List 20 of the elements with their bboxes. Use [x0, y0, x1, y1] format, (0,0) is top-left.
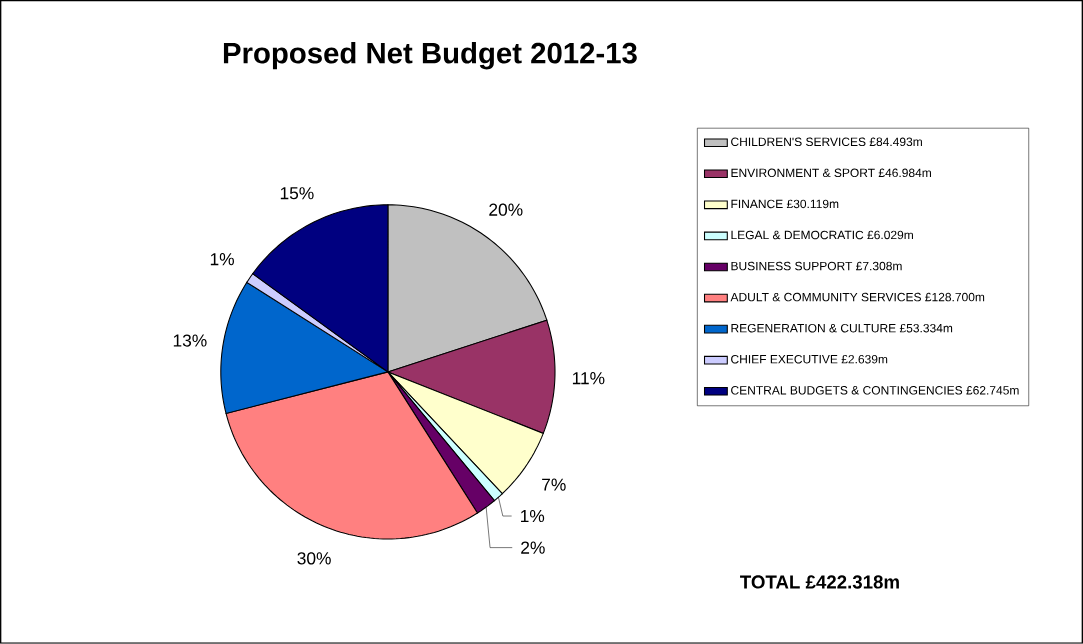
- legend-label: REGENERATION & CULTURE £53.334m: [731, 324, 953, 333]
- data-label: 1%: [521, 510, 545, 523]
- data-label: 13%: [173, 334, 207, 347]
- data-label: 1%: [210, 253, 234, 266]
- legend-label: LEGAL & DEMOCRATIC £6.029m: [731, 230, 913, 240]
- legend-label: CHILDREN'S SERVICES £84.493m: [731, 137, 922, 147]
- legend-label: ENVIRONMENT & SPORT £46.984m: [731, 168, 931, 178]
- data-label: 7%: [542, 478, 566, 491]
- legend-label: BUSINESS SUPPORT £7.308m: [731, 261, 902, 271]
- data-label: 15%: [280, 187, 314, 200]
- legend-label: FINANCE £30.119m: [731, 199, 839, 209]
- legend-label: CHIEF EXECUTIVE £2.639m: [731, 355, 888, 364]
- data-label: 2%: [521, 541, 545, 554]
- legend-label: ADULT & COMMUNITY SERVICES £128.700m: [730, 292, 985, 302]
- chart-title: Proposed Net Budget 2012-13: [223, 42, 637, 70]
- legend-label: CENTRAL BUDGETS & CONTINGENCIES £62.745m: [731, 386, 1019, 395]
- data-label: 11%: [572, 372, 605, 385]
- data-label: 30%: [297, 552, 331, 565]
- data-label: 20%: [489, 203, 523, 216]
- text: TOTAL £422.318m: [740, 575, 899, 589]
